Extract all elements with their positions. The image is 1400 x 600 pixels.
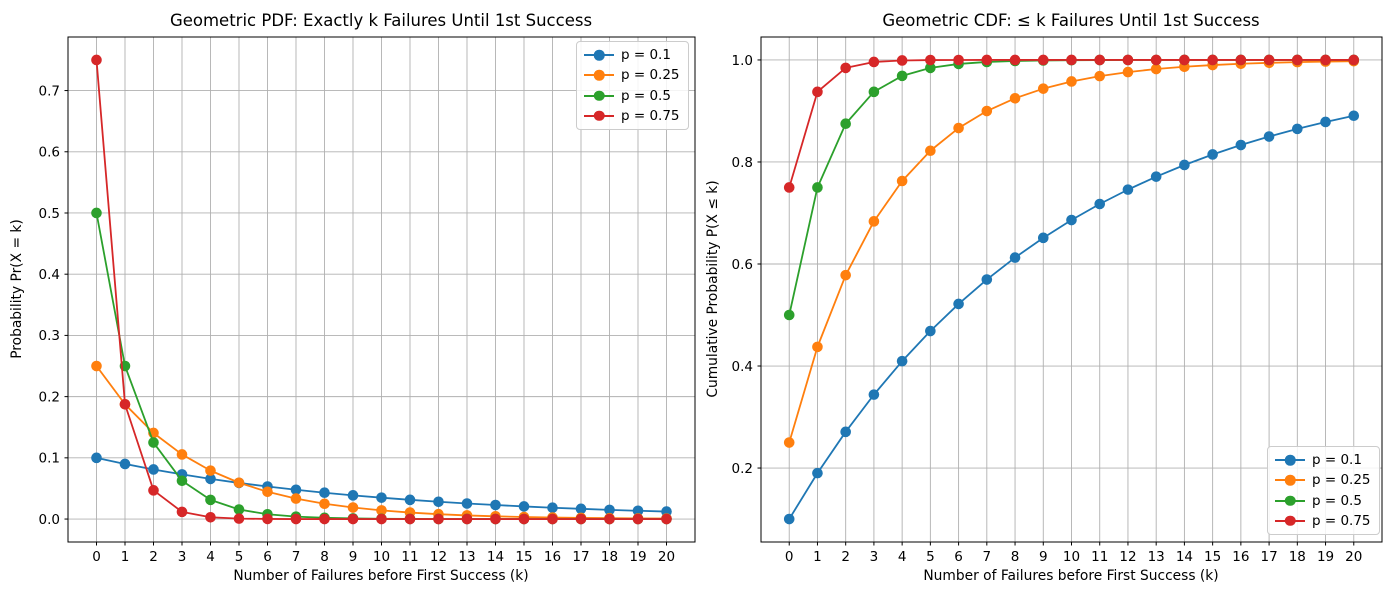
svg-text:2: 2 [149,549,158,565]
svg-text:2: 2 [841,549,850,565]
svg-text:0.4: 0.4 [39,267,60,283]
line-marker-swatch-icon [584,49,614,61]
cdf-legend: p = 0.1 p = 0.25 p = 0.5 p = 0.75 [1267,446,1380,535]
svg-text:14: 14 [1176,549,1193,565]
pdf-title: Geometric PDF: Exactly k Failures Until … [169,11,593,30]
cdf-xaxis-label: Number of Failures before First Success … [923,568,1219,584]
svg-text:3: 3 [870,549,879,565]
legend-label: p = 0.25 [1312,472,1371,489]
legend-item-p-0.25: p = 0.25 [584,67,681,83]
series-markers-p=0.75 [91,54,672,525]
tick-marks [757,59,1355,546]
svg-text:10: 10 [373,549,390,565]
svg-text:17: 17 [572,549,589,565]
legend-item-p-0.25: p = 0.25 [1275,472,1372,488]
line-marker-swatch-icon [584,90,614,101]
series-markers-p=0.75 [783,54,1360,193]
line-marker-swatch-icon [584,110,614,122]
svg-text:8: 8 [1011,549,1020,565]
svg-text:1: 1 [813,549,822,565]
line-marker-swatch-icon [1275,495,1305,506]
svg-text:10: 10 [1063,549,1080,565]
svg-text:12: 12 [430,549,447,565]
svg-text:13: 13 [1148,549,1165,565]
svg-text:0.0: 0.0 [39,512,60,528]
svg-text:0.6: 0.6 [732,257,753,273]
svg-text:0.7: 0.7 [39,83,60,99]
svg-text:0.3: 0.3 [39,328,60,344]
svg-text:5: 5 [235,549,244,565]
line-marker-swatch-icon [584,70,614,81]
tick-marks [64,90,667,546]
svg-text:4: 4 [206,549,215,565]
svg-text:4: 4 [898,549,907,565]
svg-text:6: 6 [954,549,963,565]
legend-label: p = 0.5 [621,87,671,104]
legend-label: p = 0.75 [621,107,680,124]
svg-text:16: 16 [544,549,561,565]
pdf-xaxis-label: Number of Failures before First Success … [233,568,529,584]
svg-text:0: 0 [92,549,101,565]
cdf-yaxis-label: Cumulative Probability P(X ≤ k) [705,180,721,398]
legend-label: p = 0.25 [621,67,680,84]
x-tick-labels: 0 1 2 3 4 5 6 7 8 9 10 11 12 13 14 15 16 17 18 19 20 [785,549,1362,565]
svg-text:20: 20 [658,549,675,565]
svg-text:15: 15 [1204,549,1221,565]
legend-item-p-0.5: p = 0.5 [1275,493,1372,509]
svg-text:0.6: 0.6 [39,145,60,161]
svg-text:9: 9 [349,549,358,565]
series-markers-p=0.1 [783,110,1360,525]
svg-text:19: 19 [629,549,646,565]
svg-text:13: 13 [458,549,475,565]
legend-item-p-0.5: p = 0.5 [584,88,681,104]
svg-text:11: 11 [1091,549,1108,565]
legend-label: p = 0.1 [621,47,671,64]
legend-label: p = 0.5 [1312,492,1362,509]
legend-item-p-0.75: p = 0.75 [1275,513,1372,529]
legend-label: p = 0.75 [1312,512,1371,529]
svg-text:20: 20 [1345,549,1362,565]
svg-text:7: 7 [983,549,992,565]
line-marker-swatch-icon [1275,475,1305,486]
svg-text:8: 8 [320,549,329,565]
svg-text:9: 9 [1039,549,1048,565]
svg-text:5: 5 [926,549,935,565]
svg-text:14: 14 [487,549,504,565]
y-tick-labels: 0.0 0.1 0.2 0.3 0.4 0.5 0.6 0.7 [39,83,60,527]
legend-item-p-0.1: p = 0.1 [584,47,681,63]
svg-text:6: 6 [263,549,272,565]
svg-text:0.5: 0.5 [39,206,60,222]
svg-text:15: 15 [515,549,532,565]
svg-text:19: 19 [1317,549,1334,565]
svg-text:18: 18 [1289,549,1306,565]
line-marker-swatch-icon [1275,515,1305,527]
svg-text:3: 3 [178,549,187,565]
svg-text:16: 16 [1232,549,1249,565]
legend-label: p = 0.1 [1312,452,1362,469]
cdf-title: Geometric CDF: ≤ k Failures Until 1st Su… [882,11,1260,30]
svg-text:12: 12 [1119,549,1136,565]
pdf-legend: p = 0.1 p = 0.25 p = 0.5 p = 0.75 [576,41,689,130]
svg-text:18: 18 [601,549,618,565]
legend-item-p-0.75: p = 0.75 [584,108,681,124]
grid-lines [761,37,1382,542]
svg-text:1.0: 1.0 [732,53,753,69]
y-tick-labels: 0.2 0.4 0.6 0.8 1.0 [732,53,753,477]
svg-text:0.2: 0.2 [732,461,753,477]
svg-text:0: 0 [785,549,794,565]
svg-text:0.1: 0.1 [39,451,60,467]
pdf-yaxis-label: Probability Pr(X = k) [9,219,25,359]
svg-text:1: 1 [121,549,130,565]
line-marker-swatch-icon [1275,454,1305,466]
svg-text:11: 11 [401,549,418,565]
svg-text:17: 17 [1260,549,1277,565]
svg-text:7: 7 [292,549,301,565]
x-tick-labels: 0 1 2 3 4 5 6 7 8 9 10 11 12 13 14 15 16 17 18 19 20 [92,549,675,565]
legend-item-p-0.1: p = 0.1 [1275,452,1372,468]
svg-text:0.4: 0.4 [732,359,753,375]
svg-text:0.8: 0.8 [732,155,753,171]
svg-text:0.2: 0.2 [39,389,60,405]
